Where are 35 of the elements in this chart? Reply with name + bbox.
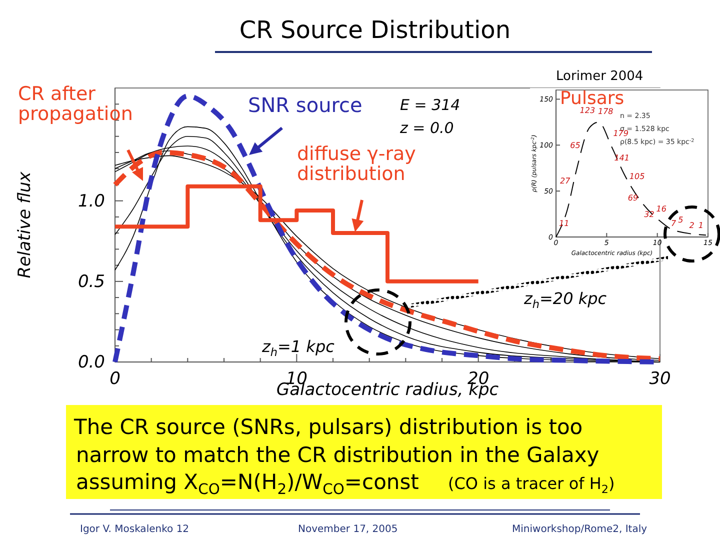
text: narrow to match the CR distribution in the Galaxy xyxy=(76,443,600,467)
annotation: 141 xyxy=(614,154,630,163)
annotation: z$_{h}$=20 kpc xyxy=(523,289,607,311)
annotation: 105 xyxy=(629,172,645,182)
chart-title: Lorimer 2004 xyxy=(556,69,644,84)
chart-title: CR Source Distribution xyxy=(239,16,511,44)
annotation: SNR source xyxy=(248,93,362,117)
text: Miniworkshop/Rome2, Italy xyxy=(512,524,648,535)
annotation: z$_{h}$=1 kpc xyxy=(261,337,335,359)
annotation: E = 314 xyxy=(400,96,460,114)
annotation: 178 xyxy=(598,106,614,116)
y-tick-label: 0.5 xyxy=(78,272,105,292)
annotation: 123 xyxy=(580,106,596,115)
text: (CO is a tracer of H$_{2}$) xyxy=(448,474,615,496)
annotation: 2 xyxy=(689,220,694,230)
y-tick-label: 0.0 xyxy=(78,352,105,372)
annotation: 7 xyxy=(671,218,677,228)
annotation: 65 xyxy=(570,140,580,150)
annotation: 16 xyxy=(656,204,666,214)
text: The CR source (SNRs, pulsars) distribution is too xyxy=(73,415,583,439)
annotation: diffuse γ-ray distribution xyxy=(297,143,416,185)
annotation: 11 xyxy=(559,218,570,228)
annotation: z = 0.0 xyxy=(399,119,454,137)
annotation: 27 xyxy=(560,176,572,186)
text: November 17, 2005 xyxy=(298,524,398,535)
x-tick-label: 30 xyxy=(649,369,671,390)
text: Igor V. Moskalenko 12 xyxy=(80,524,190,535)
annotation: 5 xyxy=(678,215,684,224)
text: assuming X$_{CO}$=N(H$_{2}$)/W$_{CO}$=const xyxy=(76,470,419,498)
x-tick-label: 0 xyxy=(110,369,120,390)
y-axis-title: Relative flux xyxy=(15,170,35,278)
annotation: 32 xyxy=(644,210,654,219)
annotation: 69 xyxy=(628,193,638,202)
annotation: 1 xyxy=(698,220,704,230)
y-tick-label: 1.0 xyxy=(78,191,105,212)
